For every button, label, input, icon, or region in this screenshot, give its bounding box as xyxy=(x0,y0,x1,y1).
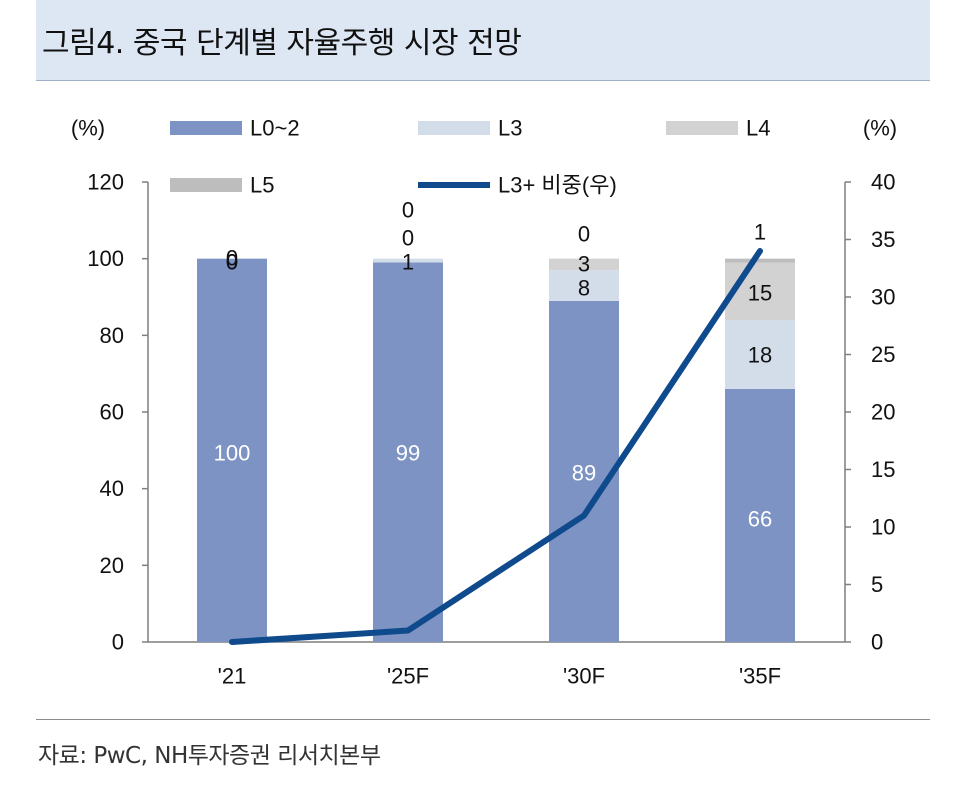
left-tick-label: 20 xyxy=(100,553,124,578)
legend-label: L5 xyxy=(250,173,274,198)
page-title: 그림4. 중국 단계별 자율주행 시장 전망 xyxy=(42,26,522,61)
data-label: 100 xyxy=(214,441,251,466)
legend-swatch xyxy=(666,121,738,135)
left-tick-label: 40 xyxy=(100,476,124,501)
data-label: 18 xyxy=(748,343,772,368)
left-tick-label: 80 xyxy=(100,323,124,348)
data-label: 99 xyxy=(396,441,420,466)
bar-segment xyxy=(725,320,795,389)
data-label: 0 xyxy=(578,222,590,247)
x-tick-label: '21 xyxy=(218,664,247,689)
bar-segment xyxy=(549,270,619,301)
bar-segment xyxy=(725,258,795,263)
left-axis-label: (%) xyxy=(71,116,105,141)
right-tick-label: 35 xyxy=(871,227,895,252)
x-tick-label: '35F xyxy=(739,664,781,689)
right-axis-label: (%) xyxy=(863,116,897,141)
source-divider xyxy=(36,719,930,720)
legend-swatch xyxy=(170,178,242,192)
legend-label: L0~2 xyxy=(250,116,300,141)
bar-segment xyxy=(549,258,619,271)
bar-segment xyxy=(373,258,443,263)
bar-segment xyxy=(549,300,619,642)
bar-segment xyxy=(197,258,267,642)
data-label: 15 xyxy=(748,281,772,306)
x-tick-label: '25F xyxy=(387,664,429,689)
right-tick-label: 40 xyxy=(871,170,895,195)
data-label: 3 xyxy=(578,252,590,277)
x-tick-label: '30F xyxy=(563,664,605,689)
data-label: 0 xyxy=(226,250,238,275)
data-label: 0 xyxy=(402,198,414,223)
legend-swatch xyxy=(170,121,242,135)
data-label: 0 xyxy=(226,250,238,275)
data-label: 66 xyxy=(748,507,772,532)
title-bar: 그림4. 중국 단계별 자율주행 시장 전망 xyxy=(36,0,930,81)
left-tick-label: 60 xyxy=(100,400,124,425)
data-label: 0 xyxy=(402,226,414,251)
legend-swatch xyxy=(418,121,490,135)
source-note: 자료: PwC, NH투자증권 리서치본부 xyxy=(38,743,381,769)
left-tick-label: 100 xyxy=(87,246,124,271)
bar-segment xyxy=(373,262,443,642)
right-tick-label: 0 xyxy=(871,630,883,655)
line-series-l3plus xyxy=(229,248,763,645)
right-tick-label: 25 xyxy=(871,342,895,367)
left-tick-label: 120 xyxy=(87,170,124,195)
right-tick-label: 15 xyxy=(871,457,895,482)
left-tick-label: 0 xyxy=(112,630,124,655)
data-label: 1 xyxy=(754,220,766,245)
right-tick-label: 20 xyxy=(871,400,895,425)
right-tick-label: 5 xyxy=(871,572,883,597)
data-label: 8 xyxy=(578,276,590,301)
right-tick-label: 30 xyxy=(871,285,895,310)
right-tick-label: 10 xyxy=(871,515,895,540)
legend-label: L3+ 비중(우) xyxy=(498,173,617,198)
legend-label: L3 xyxy=(498,116,522,141)
data-label: 89 xyxy=(572,461,596,486)
data-label: 0 xyxy=(226,246,238,271)
bar-segment xyxy=(725,389,795,642)
legend-label: L4 xyxy=(746,116,770,141)
data-label: 1 xyxy=(402,250,414,275)
